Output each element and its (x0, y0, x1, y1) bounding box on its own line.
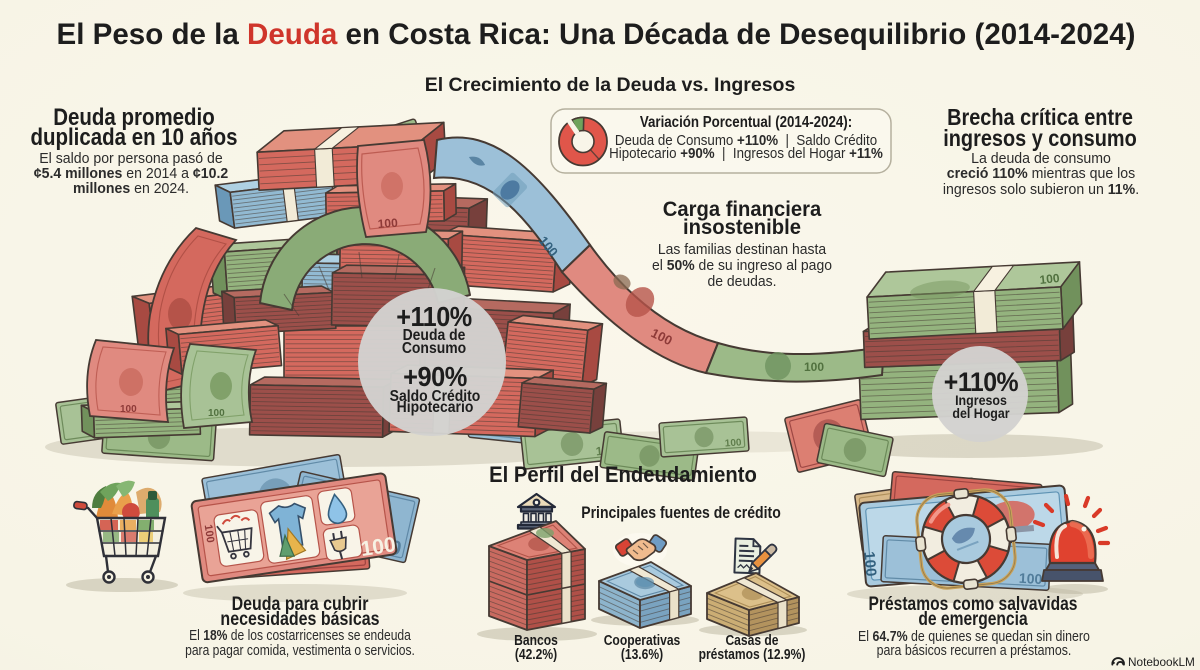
svg-text:100: 100 (359, 533, 397, 561)
svg-text:100: 100 (860, 551, 879, 577)
svg-text:100: 100 (724, 437, 742, 449)
svg-text:100: 100 (377, 216, 398, 231)
svg-text:100: 100 (804, 360, 824, 374)
svg-text:100: 100 (120, 404, 137, 415)
svg-text:100: 100 (1019, 570, 1043, 587)
svg-text:100: 100 (1039, 271, 1061, 287)
svg-text:100: 100 (208, 408, 225, 419)
svg-text:100: 100 (202, 524, 217, 544)
